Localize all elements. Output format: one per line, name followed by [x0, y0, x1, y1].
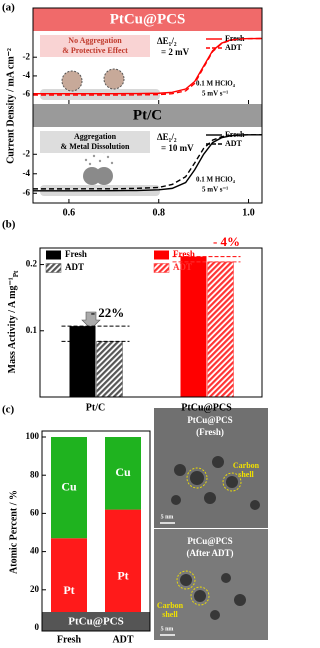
- x-tick-label: PtCu@PCS: [181, 402, 232, 413]
- annotation: No Aggregation: [68, 36, 122, 45]
- image-callout: Carbon: [233, 461, 260, 470]
- y-tick-label: -6: [23, 89, 31, 99]
- delta-label: = 10 mV: [161, 143, 194, 153]
- condition: 0.1 M HClO₄: [196, 176, 236, 184]
- change-label: - 22%: [91, 305, 125, 320]
- bar-segment: [51, 437, 87, 539]
- y-tick-label: 80: [30, 469, 40, 479]
- sample-band: [42, 612, 150, 631]
- subplot-title: PtCu@PCS: [110, 11, 186, 27]
- y-tick-label: 40: [30, 546, 40, 556]
- segment-label: Cu: [61, 479, 77, 493]
- segment-label: Pt: [63, 583, 74, 597]
- legend-label: Fresh: [225, 34, 245, 43]
- legend-label: Fresh: [173, 249, 195, 259]
- legend-swatch: [154, 250, 169, 260]
- panel-label: (b): [2, 219, 16, 231]
- x-tick-label: 0.8: [152, 207, 165, 218]
- y-tick-label: 20: [30, 584, 40, 594]
- x-tick-label: Pt/C: [86, 402, 105, 413]
- line-series: [33, 134, 262, 190]
- legend-label: Fresh: [65, 249, 87, 259]
- plot-frame: [32, 7, 263, 204]
- legend-label: ADT: [225, 139, 243, 148]
- y-tick-label: 60: [30, 507, 40, 517]
- y-tick-label: -6: [23, 187, 31, 197]
- bar: [180, 256, 207, 397]
- segment-label: Cu: [115, 465, 131, 479]
- bar: [69, 326, 96, 397]
- segment-label: Pt: [117, 569, 128, 583]
- legend-label: ADT: [65, 262, 84, 272]
- annotation: & Metal Dissolution: [61, 142, 130, 151]
- y-axis-label: Mass Activity / A mg⁻¹Pt: [7, 270, 19, 373]
- bar: [96, 341, 123, 398]
- scale-bar-label: 5 nm: [161, 626, 174, 632]
- bar-segment: [105, 509, 141, 628]
- y-axis-label-main: Mass Activity / A mg⁻¹: [7, 277, 18, 373]
- x-tick-label: ADT: [112, 634, 133, 645]
- delta-label: ΔE₁/₂: [157, 132, 177, 142]
- annotation-box: [40, 131, 150, 153]
- y-tick-label: 100: [26, 431, 40, 441]
- decrease-arrow: [81, 311, 101, 330]
- scale-bar-label: 5 nm: [161, 514, 174, 520]
- image-title: (After ADT): [186, 548, 233, 558]
- line-series: [33, 37, 263, 96]
- change-label: - 4%: [213, 234, 240, 249]
- legend-swatch: [46, 250, 61, 260]
- delta-label: = 2 mV: [161, 47, 190, 57]
- figure: (a) Current Density / mA cm⁻² PtCu@PCS No A…: [2, 2, 268, 645]
- x-tick-label: Fresh: [57, 634, 82, 645]
- y-tick-label: -4: [23, 70, 31, 80]
- y-tick-label: 0: [35, 622, 40, 632]
- legend-label: ADT: [173, 262, 192, 272]
- y-tick-label: -2: [23, 51, 31, 61]
- y-axis-label-sub: Pt: [12, 270, 20, 277]
- image-title: PtCu@PCS: [187, 415, 232, 425]
- plot-frame: [39, 247, 263, 398]
- annotation: Aggregation: [74, 132, 117, 141]
- subplot-header: [33, 8, 262, 31]
- image-title: PtCu@PCS: [187, 536, 232, 546]
- annotation-box: [40, 35, 150, 57]
- y-tick-label: -2: [23, 148, 31, 158]
- panel-label: (c): [2, 404, 15, 416]
- bar: [207, 261, 234, 398]
- y-tick-label: 0.1: [26, 325, 38, 335]
- y-axis-label: Atomic Percent / %: [8, 490, 19, 574]
- sample-label: PtCu@PCS: [68, 616, 123, 628]
- image-callout: shell: [162, 610, 178, 619]
- delta-label: ΔE₁/₂: [157, 36, 177, 46]
- condition: 0.1 M HClO₄: [196, 80, 236, 88]
- plot-frame: [41, 430, 151, 632]
- image-title: (Fresh): [196, 427, 224, 437]
- y-tick-label: 0.2: [26, 259, 38, 269]
- legend-label: ADT: [225, 43, 243, 52]
- legend-label: Fresh: [225, 130, 245, 139]
- image-callout: Carbon: [157, 601, 184, 610]
- subplot-header: [33, 104, 262, 127]
- illustration-ptc: [40, 150, 160, 196]
- condition: 5 mV s⁻¹: [202, 90, 228, 98]
- x-tick-label: 1.0: [242, 207, 255, 218]
- bar-segment: [105, 437, 141, 510]
- subplot-title: Pt/C: [133, 107, 162, 123]
- condition: 5 mV s⁻¹: [202, 186, 228, 194]
- annotation: & Protective Effect: [62, 46, 128, 55]
- y-tick-label: -4: [23, 168, 31, 178]
- panel-label: (a): [2, 2, 15, 14]
- x-tick-label: 0.6: [63, 207, 76, 218]
- legend-swatch: [153, 263, 170, 273]
- tem-images: [154, 408, 268, 640]
- legend-swatch: [45, 263, 62, 273]
- image-callout: shell: [238, 470, 254, 479]
- y-axis-label: Current Density / mA cm⁻²: [5, 48, 16, 164]
